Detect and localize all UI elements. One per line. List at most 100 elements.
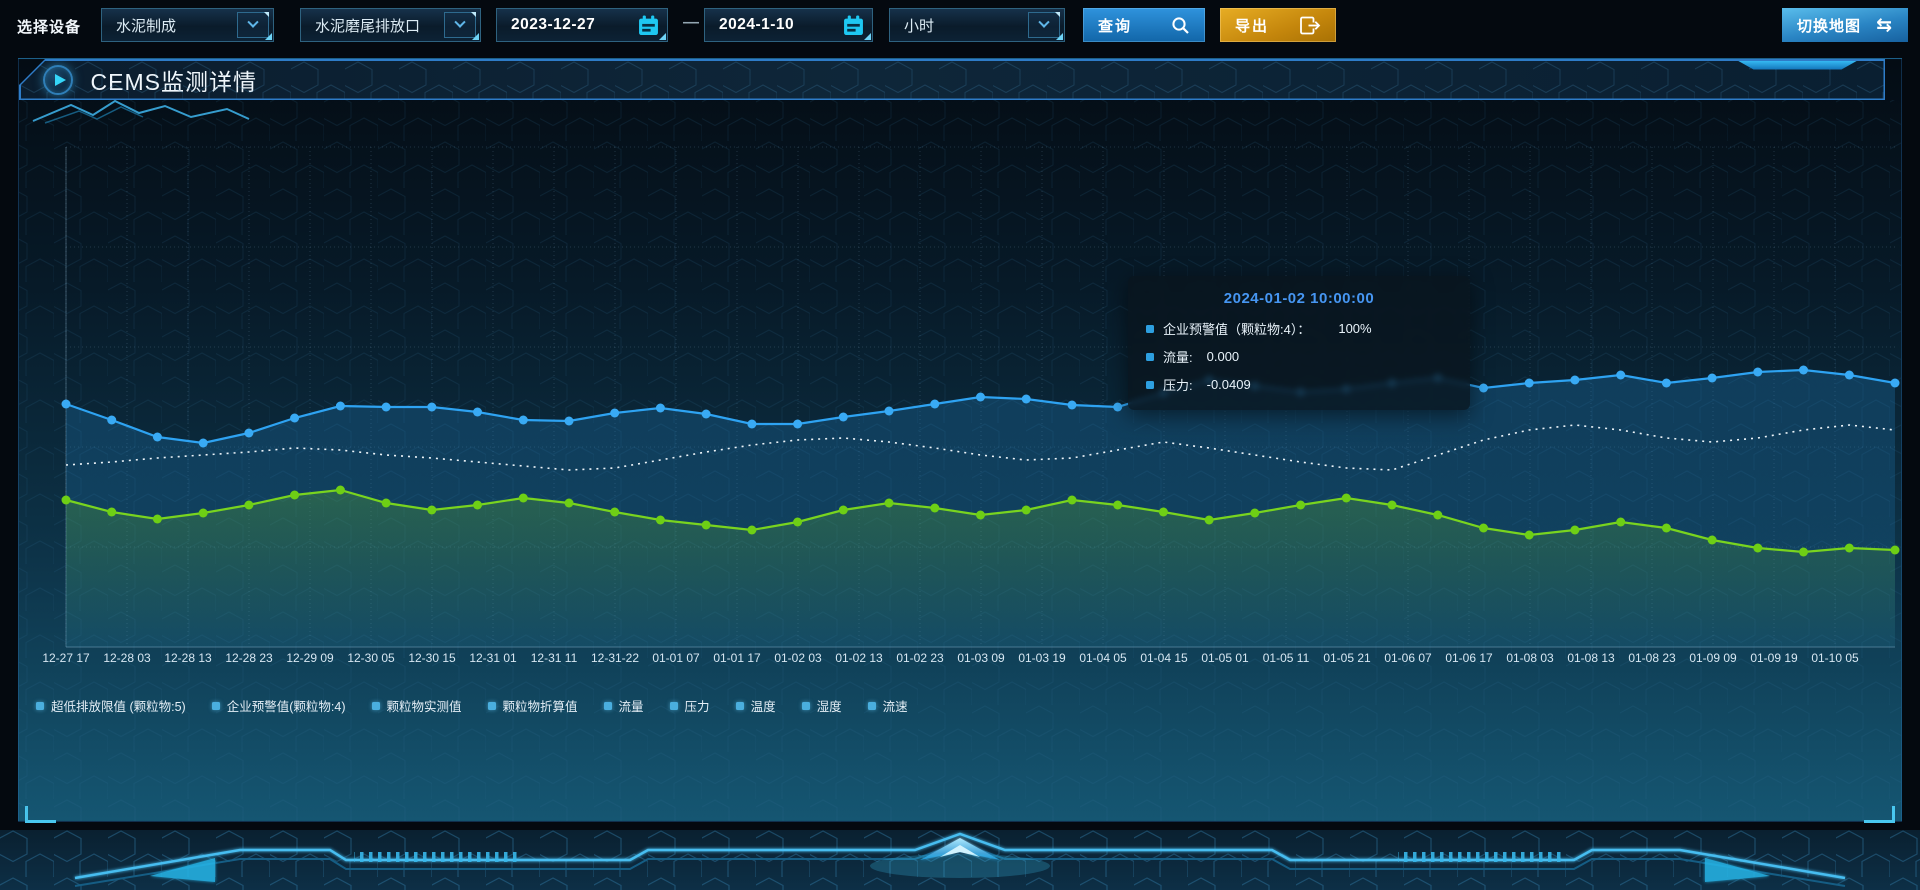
date-range-separator: —: [683, 14, 699, 31]
tooltip-label: 流量:: [1163, 350, 1193, 365]
chart-legend: 超低排放限值 (颗粒物:5) 企业预警值(颗粒物:4) 颗粒物实测值 颗粒物折算值 流量…: [36, 696, 908, 715]
start-date-input[interactable]: 2023-12-27: [496, 8, 668, 42]
search-icon: [1171, 16, 1190, 35]
x-axis: 12-27 17 12-28 03 12-28 13 12-28 23 12-29 09…: [0, 651, 1920, 669]
legend-marker-icon: [487, 701, 496, 710]
chevron-down-icon[interactable]: [1028, 12, 1060, 38]
device-type-select[interactable]: 水泥制成: [101, 8, 274, 42]
chart-tooltip: 2024-01-02 10:00:00 企业预警值（颗粒物:4）： 100% 流量:…: [1128, 276, 1470, 410]
legend-item[interactable]: 压力: [669, 696, 710, 715]
tooltip-marker-icon: [1146, 380, 1154, 389]
tooltip-marker-icon: [1146, 352, 1154, 361]
query-button[interactable]: 查询: [1083, 8, 1205, 42]
x-axis-label: 01-02 13: [835, 651, 883, 665]
play-icon[interactable]: [42, 64, 73, 95]
legend-marker-icon: [735, 701, 744, 710]
calendar-icon[interactable]: [638, 15, 659, 36]
x-axis-label: 01-06 07: [1384, 651, 1432, 665]
legend-label: 颗粒物折算值: [502, 700, 578, 714]
tooltip-timestamp: 2024-01-02 10:00:00: [1223, 290, 1375, 307]
start-date-value: 2023-12-27: [511, 16, 596, 33]
query-button-label: 查询: [1098, 17, 1133, 35]
legend-label: 流速: [882, 700, 908, 714]
granularity-select[interactable]: 小时: [889, 8, 1065, 42]
chevron-down-icon[interactable]: [237, 12, 269, 38]
x-axis-label: 12-28 03: [103, 651, 151, 665]
x-axis-label: 01-02 03: [774, 651, 822, 665]
x-axis-label: 01-03 19: [1018, 651, 1066, 665]
legend-marker-icon: [801, 701, 810, 710]
zigzag-decor: [32, 99, 250, 124]
legend-item[interactable]: 湿度: [801, 696, 842, 715]
legend-marker-icon: [603, 701, 612, 710]
granularity-value: 小时: [904, 17, 935, 35]
x-axis-label: 01-08 13: [1567, 651, 1615, 665]
x-axis-label: 01-01 07: [652, 651, 700, 665]
tooltip-marker-icon: [1146, 324, 1154, 333]
tooltip-label: 企业预警值（颗粒物:4）：: [1163, 322, 1311, 337]
legend-item[interactable]: 温度: [735, 696, 776, 715]
legend-item[interactable]: 流量: [603, 696, 644, 715]
legend-marker-icon: [371, 701, 380, 710]
swap-arrows-icon: ⇆: [1876, 14, 1893, 36]
x-axis-label: 01-05 11: [1262, 651, 1310, 665]
outlet-select[interactable]: 水泥磨尾排放口: [300, 8, 481, 42]
x-axis-label: 12-29 09: [286, 651, 334, 665]
tooltip-row: 压力: -0.0409: [1146, 375, 1452, 394]
tooltip-value: 100%: [1338, 321, 1372, 336]
x-axis-label: 01-01 17: [713, 651, 761, 665]
legend-marker-icon: [867, 701, 876, 710]
x-axis-label: 01-02 23: [896, 651, 944, 665]
x-axis-label: 01-09 09: [1689, 651, 1737, 665]
legend-item[interactable]: 颗粒物折算值: [487, 696, 578, 715]
legend-item[interactable]: 企业预警值(颗粒物:4): [211, 696, 346, 715]
switch-map-label: 切换地图: [1797, 17, 1862, 35]
panel-titlebar: CEMS监测详情: [19, 59, 1885, 100]
x-axis-label: 01-04 05: [1079, 651, 1127, 665]
end-date-input[interactable]: 2024-1-10: [704, 8, 873, 42]
legend-label: 超低排放限值 (颗粒物:5): [51, 700, 186, 714]
legend-label: 湿度: [816, 700, 842, 714]
x-axis-label: 01-10 05: [1811, 651, 1859, 665]
export-button[interactable]: 导出: [1220, 8, 1336, 42]
x-axis-label: 01-08 03: [1506, 651, 1554, 665]
legend-marker-icon: [211, 701, 220, 710]
legend-label: 企业预警值(颗粒物:4): [226, 700, 346, 714]
bottom-decor-bar: [0, 830, 1920, 890]
x-axis-label: 12-31-22: [590, 651, 640, 665]
x-axis-label: 12-31 11: [530, 651, 578, 665]
toolbar: 选择设备 水泥制成 水泥磨尾排放口 2023-12-27 — 2024-1-10…: [0, 0, 1920, 50]
x-axis-label: 12-30 05: [347, 651, 395, 665]
calendar-icon[interactable]: [843, 15, 864, 36]
device-type-value: 水泥制成: [116, 17, 177, 35]
x-axis-label: 01-05 21: [1323, 651, 1371, 665]
x-axis-label: 12-31 01: [469, 651, 517, 665]
legend-item[interactable]: 颗粒物实测值: [371, 696, 462, 715]
outlet-value: 水泥磨尾排放口: [315, 17, 421, 35]
legend-label: 流量: [618, 700, 644, 714]
switch-map-button[interactable]: 切换地图 ⇆: [1782, 8, 1908, 42]
legend-marker-icon: [36, 701, 44, 710]
tooltip-label: 压力:: [1163, 378, 1193, 393]
x-axis-label: 12-27 17: [42, 651, 90, 665]
x-axis-label: 12-28 23: [225, 651, 273, 665]
legend-item[interactable]: 超低排放限值 (颗粒物:5): [36, 696, 186, 715]
export-icon: [1300, 16, 1321, 35]
tooltip-value: -0.0409: [1206, 377, 1251, 392]
legend-item[interactable]: 流速: [867, 696, 908, 715]
chevron-down-icon[interactable]: [444, 12, 476, 38]
x-axis-label: 01-06 17: [1445, 651, 1493, 665]
legend-label: 压力: [684, 700, 710, 714]
titlebar-notch-decor: [1738, 61, 1858, 70]
bottom-decor-graphic: [0, 830, 1920, 890]
x-axis-label: 12-30 15: [408, 651, 456, 665]
x-axis-label: 12-28 13: [164, 651, 212, 665]
device-select-label: 选择设备: [17, 19, 82, 36]
legend-label: 颗粒物实测值: [386, 700, 462, 714]
end-date-value: 2024-1-10: [719, 16, 795, 33]
export-button-label: 导出: [1235, 17, 1270, 35]
x-axis-label: 01-09 19: [1750, 651, 1798, 665]
tooltip-row: 流量: 0.000: [1146, 347, 1452, 366]
legend-marker-icon: [669, 701, 678, 710]
